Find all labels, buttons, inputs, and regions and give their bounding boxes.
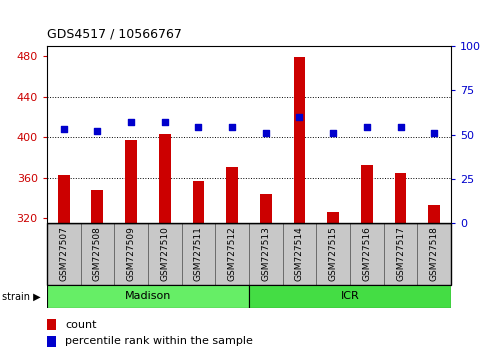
Text: strain ▶: strain ▶ [2,291,41,302]
Bar [114,223,148,285]
Text: GSM727518: GSM727518 [430,227,439,281]
Text: GSM727517: GSM727517 [396,227,405,281]
Text: percentile rank within the sample: percentile rank within the sample [65,336,253,346]
Text: GSM727507: GSM727507 [59,227,68,281]
Bar [47,319,56,330]
Text: GSM727516: GSM727516 [362,227,371,281]
Bar [125,140,137,223]
Bar [361,165,373,223]
Bar [249,223,282,285]
Point [228,125,236,130]
Text: GSM727513: GSM727513 [261,227,270,281]
Bar [428,205,440,223]
Bar [92,190,103,223]
Text: count: count [65,320,97,330]
Text: GSM727515: GSM727515 [329,227,338,281]
Bar [181,223,215,285]
Point [430,130,438,136]
Bar [58,176,70,223]
Bar [80,223,114,285]
Bar [47,223,80,285]
Bar [327,212,339,223]
Point [296,114,304,120]
Bar [260,194,272,223]
Bar [226,167,238,223]
Point [127,119,135,125]
Text: GDS4517 / 10566767: GDS4517 / 10566767 [47,28,182,41]
Bar [418,223,451,285]
Bar [384,223,418,285]
Point [161,119,169,125]
Point [396,125,404,130]
Bar [159,134,171,223]
Point [262,130,270,136]
Point [94,128,102,134]
Text: GSM727514: GSM727514 [295,227,304,281]
Text: GSM727510: GSM727510 [160,227,169,281]
Bar [294,57,305,223]
Point [60,126,68,132]
Point [194,125,203,130]
Text: GSM727508: GSM727508 [93,227,102,281]
Bar [350,223,384,285]
Text: GSM727511: GSM727511 [194,227,203,281]
Bar [148,223,181,285]
Point [363,125,371,130]
Bar [193,181,204,223]
Bar [47,285,249,308]
Bar [47,336,56,347]
Bar [215,223,249,285]
Bar [395,173,406,223]
Text: GSM727509: GSM727509 [127,227,136,281]
Point [329,130,337,136]
Text: GSM727512: GSM727512 [228,227,237,281]
Text: Madison: Madison [125,291,171,302]
Bar [249,285,451,308]
Bar [282,223,317,285]
Text: ICR: ICR [341,291,359,302]
Bar [317,223,350,285]
